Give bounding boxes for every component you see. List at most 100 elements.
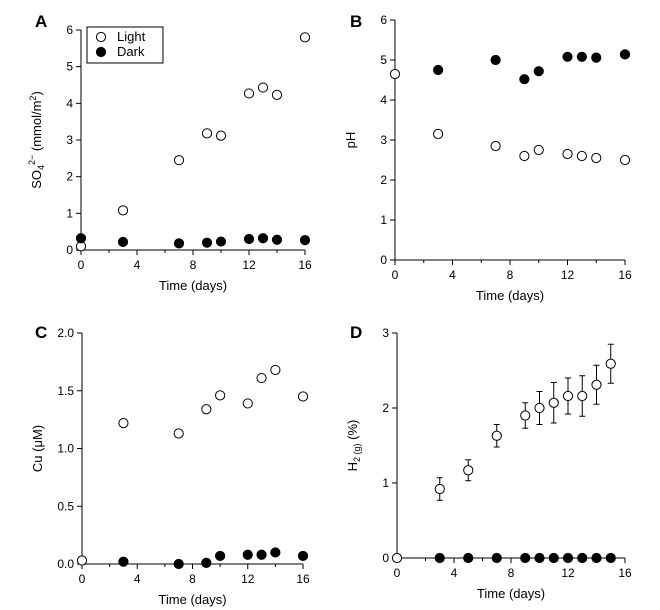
y-tick-label: 1 — [380, 213, 387, 227]
y-tick-label: 2.0 — [57, 326, 74, 340]
data-point-light — [433, 128, 444, 140]
data-point-dark — [434, 552, 445, 564]
x-tick-label: 4 — [134, 258, 141, 272]
x-tick-label: 0 — [394, 566, 401, 580]
data-point-dark — [519, 74, 530, 85]
data-point-dark — [562, 51, 573, 62]
y-tick-label: 3 — [380, 133, 387, 147]
data-point-light — [173, 155, 185, 166]
data-point-light — [605, 358, 616, 369]
y-tick-label: 2 — [382, 401, 389, 415]
data-point-dark — [619, 49, 631, 60]
legend-label: Dark — [117, 44, 145, 59]
panel-letter: B — [350, 12, 362, 31]
y-axis-label: H2 (g) (%) — [345, 420, 362, 472]
ylabel-part: H — [345, 462, 360, 471]
data-point-light — [591, 152, 602, 164]
y-tick-label: 4 — [380, 93, 387, 107]
data-point-light — [619, 154, 631, 166]
data-point-light — [242, 398, 253, 409]
y-tick-label: 0 — [66, 243, 73, 257]
data-point-dark — [173, 558, 184, 570]
y-axis-label: pH — [343, 132, 358, 149]
y-tick-label: 3 — [382, 326, 389, 340]
data-point-light — [576, 150, 587, 162]
data-point-light — [490, 140, 501, 152]
y-tick-label: 0 — [382, 551, 389, 565]
data-point-light — [118, 417, 129, 429]
data-point-light — [215, 390, 226, 401]
panel-letter: D — [350, 323, 362, 342]
x-tick-label: 16 — [618, 566, 632, 580]
data-point-dark — [520, 552, 531, 564]
data-point-light — [534, 402, 545, 414]
data-point-dark — [173, 238, 185, 249]
y-tick-label: 3 — [66, 133, 73, 147]
data-point-dark — [243, 233, 255, 245]
data-point-light — [256, 372, 267, 384]
x-tick-label: 12 — [561, 268, 575, 282]
x-axis-label: Time (days) — [158, 592, 226, 607]
ylabel-part: (mmol/m — [29, 101, 44, 155]
x-tick-label: 16 — [296, 572, 310, 586]
data-point-dark — [490, 54, 501, 66]
data-point-dark — [491, 552, 502, 564]
data-point-dark — [548, 552, 559, 564]
y-axis-label: Cu (μM) — [30, 425, 45, 472]
data-point-light — [391, 552, 403, 564]
y-tick-label: 4 — [66, 96, 73, 110]
data-point-dark — [75, 233, 87, 244]
data-point-dark — [242, 549, 253, 560]
ylabel-part: (%) — [345, 420, 360, 444]
data-point-dark — [534, 552, 545, 564]
y-tick-label: 2 — [66, 170, 73, 184]
x-tick-label: 16 — [298, 258, 312, 272]
data-point-dark — [201, 237, 213, 248]
y-tick-label: 0.0 — [57, 557, 74, 571]
data-point-light — [562, 390, 574, 402]
x-tick-label: 4 — [449, 268, 456, 282]
y-tick-label: 6 — [66, 23, 73, 37]
data-point-light — [463, 465, 474, 476]
y-tick-label: 5 — [66, 60, 73, 74]
data-point-light — [173, 428, 184, 439]
x-axis-label: Time (days) — [159, 278, 227, 293]
ylabel-subscript: 4 — [36, 165, 46, 170]
data-point-dark — [605, 552, 616, 564]
data-point-light — [519, 150, 530, 162]
x-tick-label: 0 — [79, 572, 86, 586]
data-point-dark — [297, 550, 309, 562]
data-point-light — [520, 410, 531, 421]
ylabel-part: SO — [29, 170, 44, 189]
x-tick-label: 0 — [392, 268, 399, 282]
x-tick-label: 0 — [78, 258, 85, 272]
data-point-dark — [117, 236, 129, 248]
y-axis-label: SO42− (mmol/m2) — [27, 91, 46, 189]
data-point-light — [201, 404, 212, 415]
data-point-light — [76, 555, 88, 566]
panel-letter: A — [35, 12, 47, 31]
data-point-light — [591, 379, 602, 390]
y-tick-label: 0 — [380, 253, 387, 267]
legend-marker-light — [95, 31, 107, 43]
data-point-dark — [533, 66, 544, 77]
data-point-light — [271, 89, 283, 101]
data-point-dark — [215, 236, 227, 247]
data-point-dark — [257, 233, 269, 244]
x-tick-label: 12 — [241, 572, 255, 586]
data-point-light — [270, 364, 281, 376]
y-tick-label: 1 — [66, 206, 73, 220]
data-point-light — [434, 483, 445, 495]
data-point-light — [577, 390, 588, 402]
data-point-light — [243, 88, 255, 99]
legend-label: Light — [117, 29, 146, 44]
x-tick-label: 8 — [189, 572, 196, 586]
data-point-light — [548, 397, 559, 408]
ylabel-superscript: 2− — [27, 155, 37, 165]
x-tick-label: 8 — [508, 566, 515, 580]
y-tick-label: 1.0 — [57, 442, 74, 456]
data-point-dark — [270, 547, 281, 558]
